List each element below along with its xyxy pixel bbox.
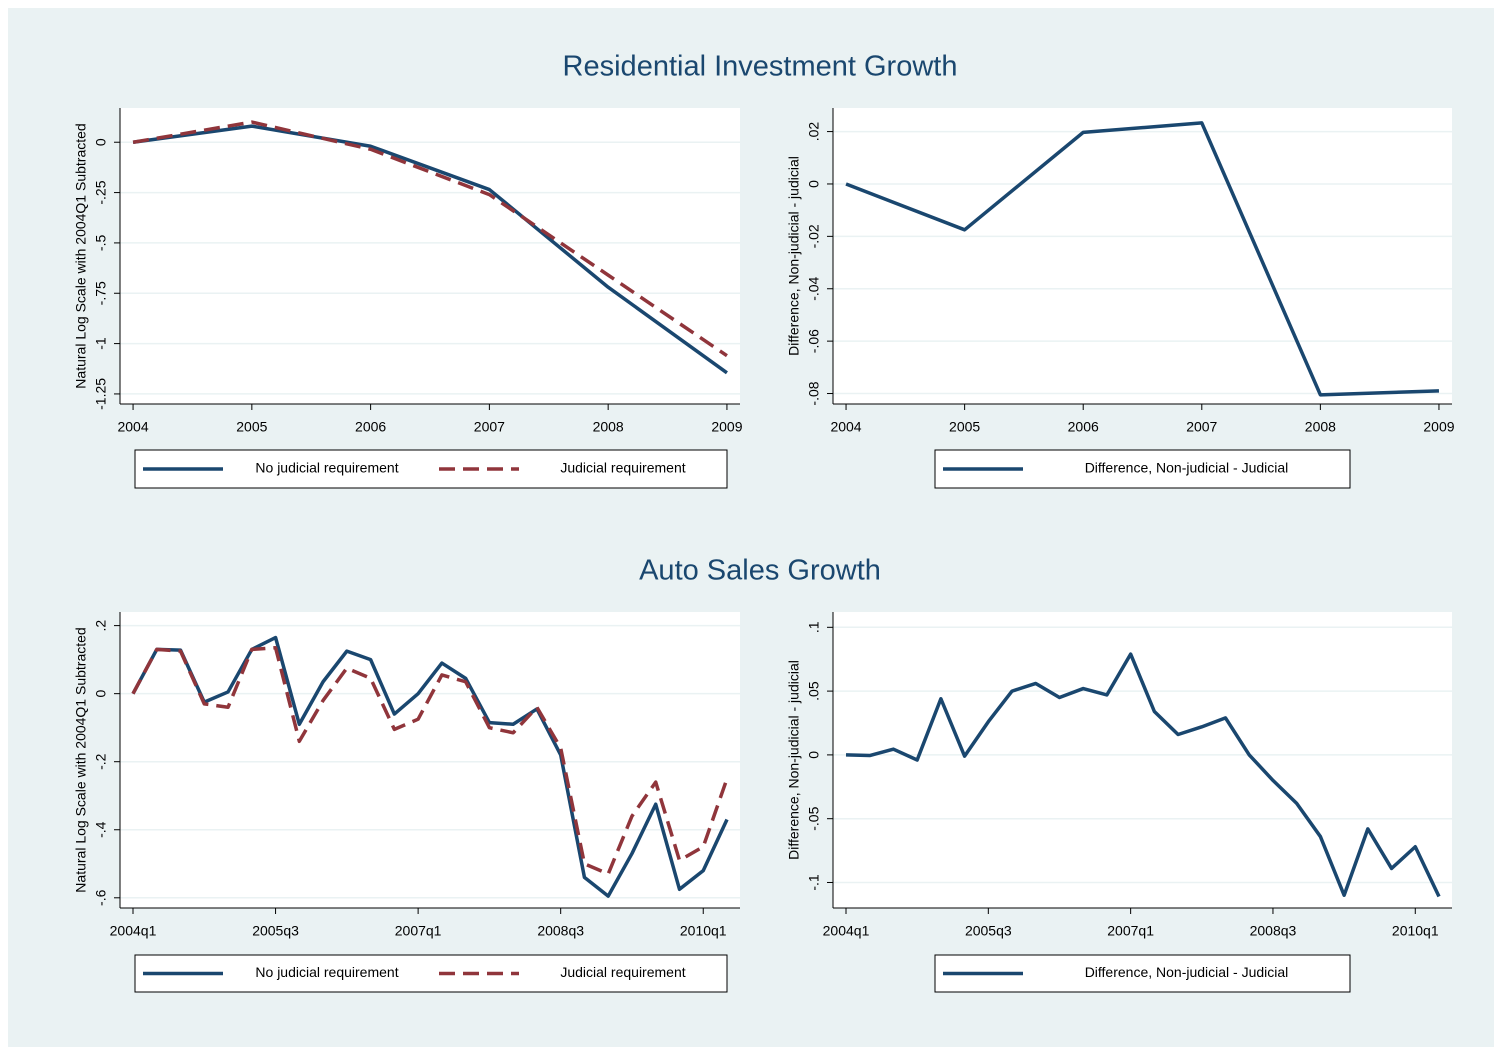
x-tick-label: 2006 [355, 419, 386, 435]
y-axis-title: Natural Log Scale with 2004Q1 Subtracted [73, 123, 89, 388]
x-tick-label: 2004q1 [110, 923, 157, 939]
x-tick-label: 2008 [593, 419, 624, 435]
series-line [132, 124, 728, 375]
x-tick-label: 2006 [1068, 419, 1099, 435]
legend-label: Judicial requirement [560, 460, 685, 476]
series-line [131, 645, 729, 876]
plot-region [120, 612, 740, 908]
x-tick-label: 2008q3 [537, 923, 584, 939]
plot-region [833, 108, 1452, 404]
x-tick-label: 2007 [1186, 419, 1217, 435]
y-tick-label: -.04 [806, 276, 822, 300]
y-tick-label: -.06 [806, 329, 822, 353]
series-line [131, 635, 729, 898]
y-tick-label: -.75 [93, 281, 109, 305]
x-tick-label: 2009 [711, 419, 742, 435]
x-tick-label: 2004q1 [823, 923, 870, 939]
x-tick-label: 2007q1 [1107, 923, 1154, 939]
legend-label: No judicial requirement [255, 964, 398, 980]
x-tick-label: 2008 [1305, 419, 1336, 435]
y-tick-label: .02 [806, 122, 822, 142]
series-line [845, 652, 1441, 898]
legend [134, 449, 728, 489]
y-tick-label: -.25 [93, 180, 109, 204]
y-tick-label: 0 [93, 138, 109, 146]
y-tick-label: .2 [93, 620, 109, 632]
plot-region [120, 108, 740, 404]
plot-region [833, 612, 1452, 908]
legend-label: Judicial requirement [560, 964, 685, 980]
y-tick-label: -1.25 [93, 378, 109, 410]
x-tick-label: 2009 [1423, 419, 1454, 435]
y-tick-label: 0 [806, 751, 822, 759]
y-tick-label: -.4 [93, 821, 109, 838]
y-axis-title: Natural Log Scale with 2004Q1 Subtracted [73, 627, 89, 892]
y-tick-label: 0 [806, 180, 822, 188]
x-tick-label: 2005q3 [252, 923, 299, 939]
x-tick-label: 2007 [474, 419, 505, 435]
y-tick-label: -.02 [806, 224, 822, 248]
x-tick-label: 2004 [117, 419, 148, 435]
legend-label: Difference, Non-judicial - Judicial [1085, 460, 1289, 476]
y-tick-label: -.6 [93, 889, 109, 906]
series-line [132, 120, 728, 358]
y-tick-label: -.05 [806, 806, 822, 830]
y-tick-label: -.1 [806, 874, 822, 891]
series-line [845, 121, 1440, 397]
chart-title: Residential Investment Growth [563, 51, 958, 83]
y-tick-label: .05 [806, 681, 822, 701]
x-tick-label: 2005q3 [965, 923, 1012, 939]
y-tick-label: .1 [806, 621, 822, 633]
y-tick-label: 0 [93, 690, 109, 698]
legend [134, 954, 728, 993]
x-tick-label: 2010q1 [680, 923, 727, 939]
x-tick-label: 2010q1 [1392, 923, 1439, 939]
chart-title: Auto Sales Growth [639, 555, 881, 587]
x-tick-label: 2004 [830, 419, 861, 435]
x-tick-label: 2008q3 [1250, 923, 1297, 939]
legend-label: Difference, Non-judicial - Judicial [1085, 964, 1289, 980]
x-tick-label: 2005 [949, 419, 980, 435]
legend-label: No judicial requirement [255, 460, 398, 476]
y-tick-label: -.08 [806, 381, 822, 405]
y-tick-label: -1 [93, 337, 109, 350]
y-tick-label: -.2 [93, 753, 109, 770]
x-tick-label: 2007q1 [395, 923, 442, 939]
x-tick-label: 2005 [236, 419, 267, 435]
y-axis-title: Difference, Non-judicial - judicial [786, 156, 802, 356]
y-tick-label: -.5 [93, 235, 109, 252]
y-axis-title: Difference, Non-judicial - judicial [786, 660, 802, 860]
